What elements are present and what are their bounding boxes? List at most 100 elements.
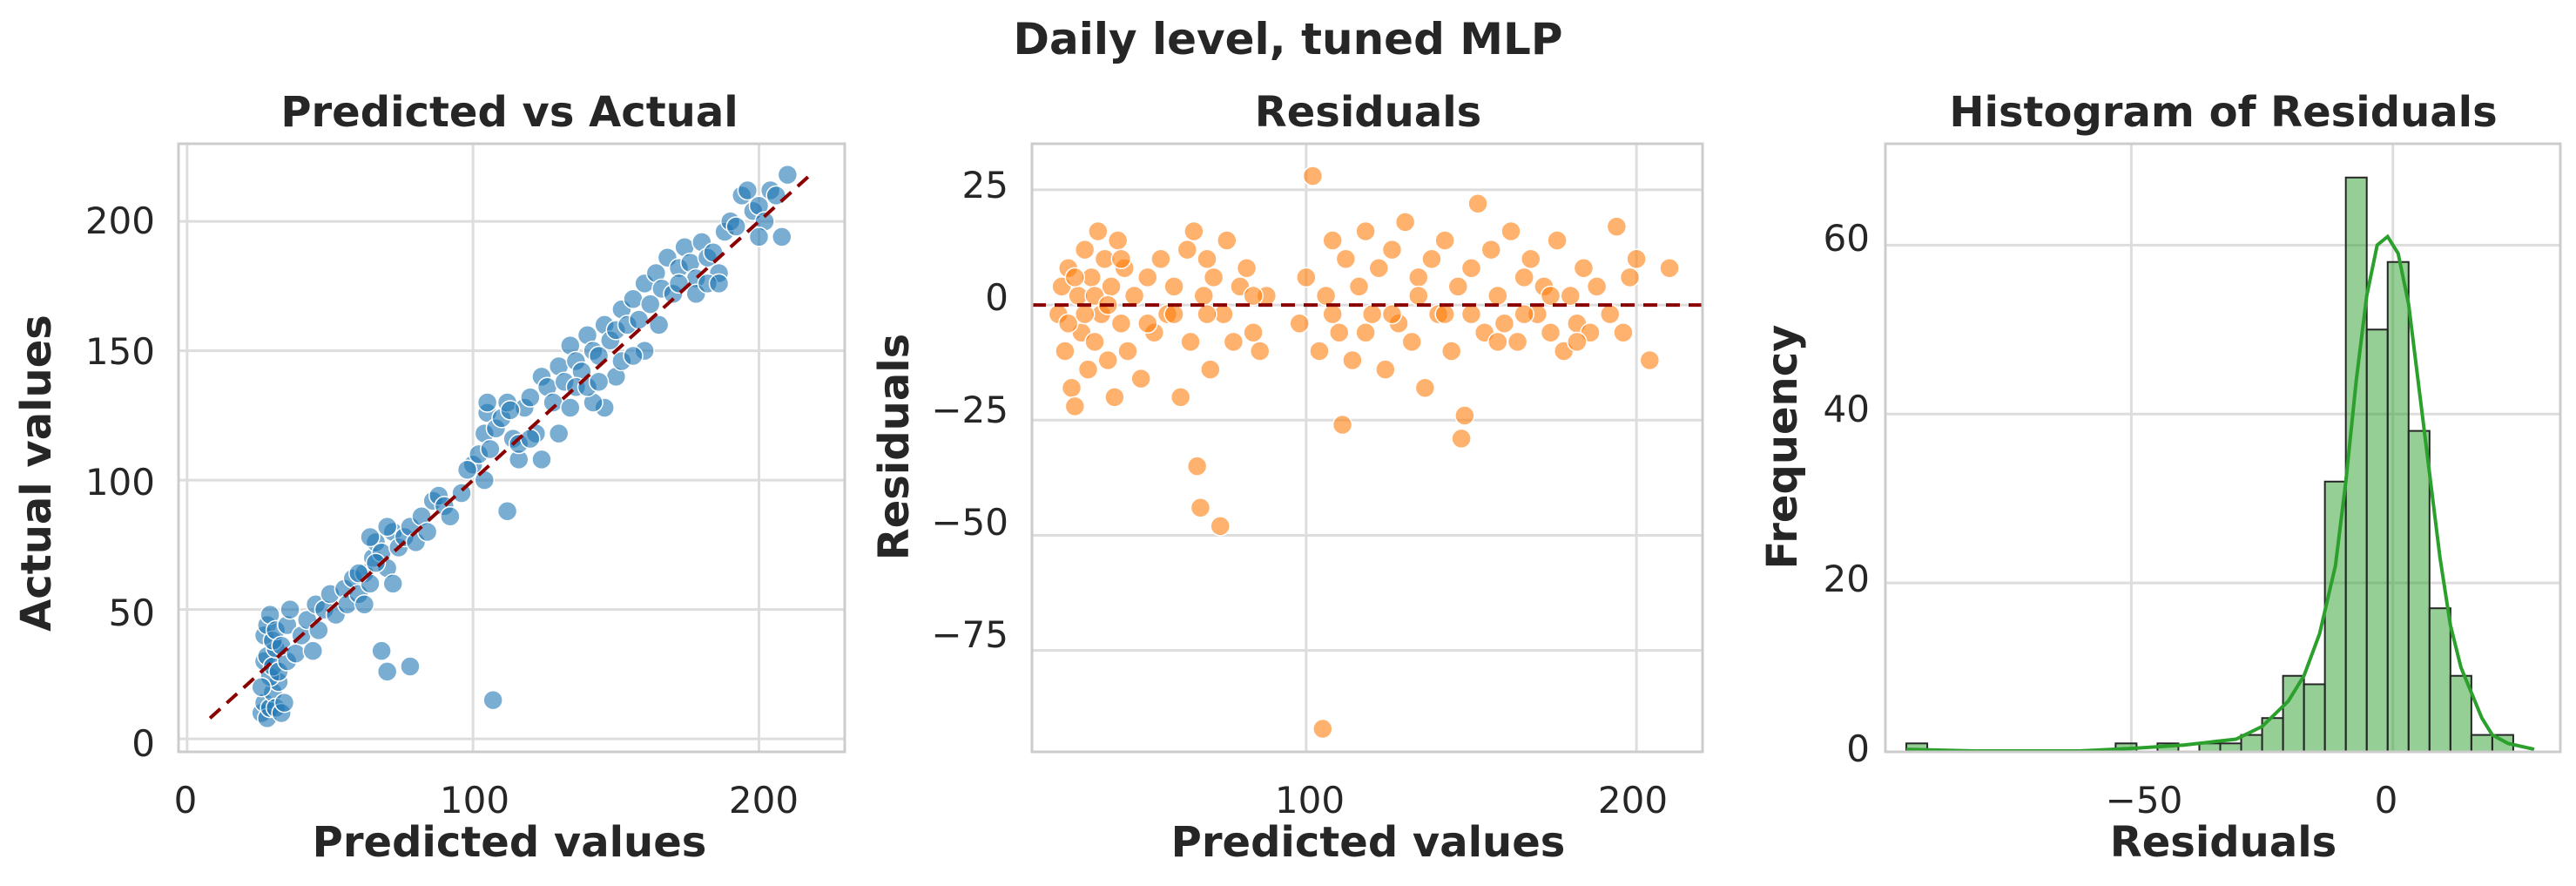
scatter-point [531,449,552,470]
scatter-point [668,273,690,294]
scatter-point [1480,239,1501,260]
scatter-point [1467,193,1488,214]
panel-2-yticks: 25 0 −25 −50 −75 [931,164,1008,656]
scatter-point [1355,220,1376,242]
scatter-point [1217,230,1237,251]
scatter-point [548,423,570,444]
scatter-point [456,459,478,480]
scatter-point [1421,248,1442,269]
scatter-point [1375,359,1396,380]
scatter-point [1064,267,1086,288]
panel-2-ytick: −75 [931,613,1008,656]
scatter-point [1606,216,1628,237]
panel-2-xticks: 100 200 [1275,779,1668,822]
scatter-point [1130,368,1151,389]
histogram-bar [2240,734,2263,753]
panel-1-xlabel: Predicted values [313,818,707,867]
scatter-point [648,314,670,335]
plot-area-2 [1030,142,1704,754]
scatter-point [1408,267,1429,288]
panel-1-xtick: 0 [174,779,198,822]
scatter-point [1193,285,1214,307]
panel-3-xlabel: Residuals [2110,818,2337,867]
histogram-bar [2407,429,2431,753]
scatter-point [1434,230,1455,251]
panel-3-yticks: 0 20 40 60 [1824,217,1870,770]
panel-2-ytick: 0 [985,276,1008,319]
scatter-point [708,273,730,294]
panel-3-ytick: 60 [1824,217,1870,260]
scatter-point [520,387,541,408]
scatter-point [1309,341,1330,362]
plot-frame [177,142,846,754]
scatter-point [1200,359,1221,380]
scatter-point [1639,349,1661,371]
scatter-point [1659,258,1680,279]
scatter-point [1163,303,1184,325]
scatter-point [1186,456,1208,477]
scatter-point [1573,258,1595,279]
panel-3-ytick: 40 [1824,388,1870,430]
scatter-point [482,689,503,711]
histogram-bar [2428,607,2451,754]
scatter-point [1335,248,1357,269]
scatter-point [302,640,324,661]
scatter-point [1163,276,1184,297]
panel-1-ytick: 100 [85,461,155,504]
scatter-point [1223,331,1244,353]
scatter-point [1137,267,1158,288]
panel-residuals: Residuals Predicted values Residuals 100… [870,88,1704,867]
scatter-point [1348,276,1370,297]
scatter-point [1408,285,1429,307]
scatter-point [639,294,661,314]
scatter-point [623,345,644,367]
scatter-point [1500,220,1521,242]
scatter-point [1514,303,1534,325]
scatter-point [1312,718,1333,740]
scatter-point [1123,285,1145,307]
panel-3-ylabel: Frequency [1758,325,1807,570]
scatter-point [1547,230,1568,251]
scatter-point [382,573,403,594]
panel-1-ytick: 200 [85,200,155,242]
panel-1-title: Predicted vs Actual [280,88,738,137]
scatter-point [348,563,369,584]
scatter-point [588,371,610,393]
scatter-point [1077,359,1099,380]
scatter-point [1170,387,1191,408]
panel-1-ytick: 0 [131,722,155,765]
scatter-point [474,470,496,490]
scatter-point [1249,341,1271,362]
scatter-point [1322,230,1343,251]
scatter-point [1177,239,1198,260]
panel-2-title: Residuals [1255,88,1481,137]
histogram-bar [2323,480,2347,753]
scatter-point [376,516,398,538]
scatter-point [371,640,392,661]
panel-1-xtick: 200 [729,779,799,822]
scatter-point [1540,322,1561,343]
scatter-point [280,599,300,620]
panel-3-xtick: 0 [2375,779,2398,822]
scatter-point [1626,248,1647,269]
scatter-point [772,227,792,247]
scatter-point [1586,276,1608,297]
scatter-point [520,428,541,450]
scatter-point [1447,276,1469,297]
scatter-point [1084,331,1105,353]
scatter-point [748,227,770,247]
scatter-point [1074,303,1096,325]
scatter-point [1613,322,1634,343]
scatter-point [1600,303,1621,325]
scatter-point [1289,313,1310,334]
scatter-point [365,552,387,573]
scatter-point [725,216,746,237]
scatter-point [1361,303,1383,325]
scatter-point [1332,414,1353,436]
scatter-point [1117,341,1138,362]
panel-1-xticks: 0 100 200 [174,779,799,822]
scatter-point [1394,212,1416,233]
panel-2-xtick: 100 [1275,779,1345,822]
scatter-point [1454,405,1475,426]
scatter-point [777,164,799,186]
